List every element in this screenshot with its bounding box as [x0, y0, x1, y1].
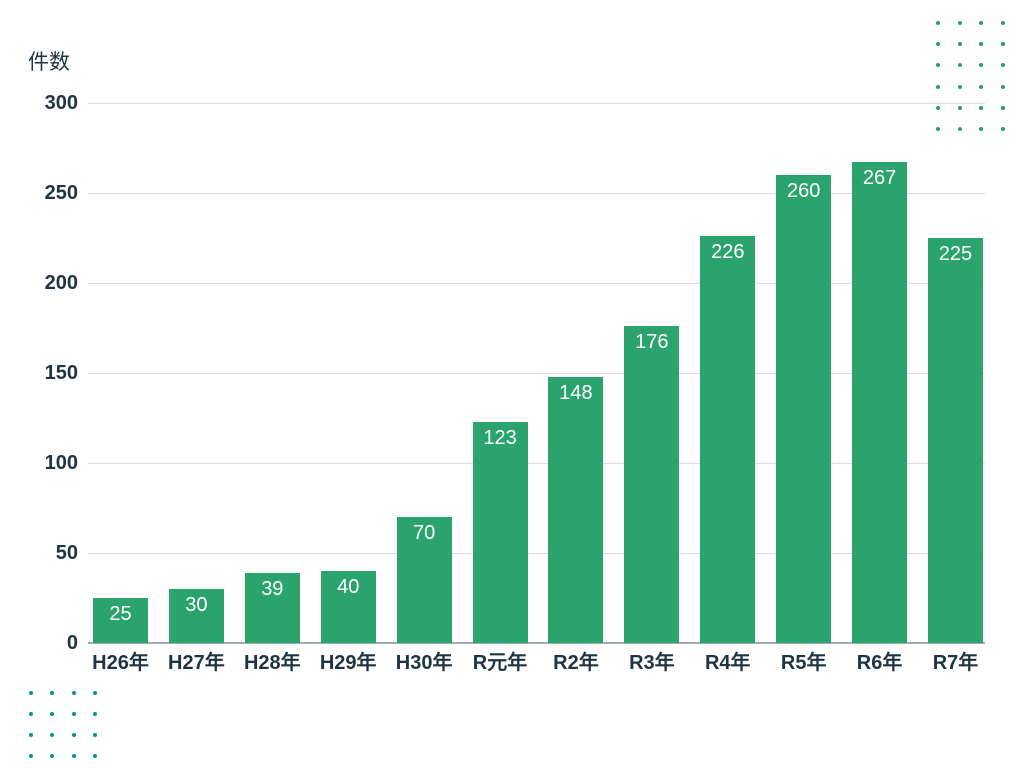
x-tick-label: H28年 [243, 652, 301, 674]
decor-dot [1001, 42, 1006, 47]
gridline [88, 193, 985, 194]
decor-dot [957, 21, 962, 25]
y-tick-label: 200 [44, 272, 78, 294]
bar: 225 [928, 238, 983, 643]
decor-dot [71, 733, 76, 737]
x-tick-label: R3年 [629, 652, 675, 674]
decor-dot [1001, 84, 1006, 89]
decor-dot [957, 127, 962, 131]
decor-dot [92, 691, 97, 695]
gridline [88, 103, 985, 104]
decor-dot [936, 42, 940, 47]
decor-dot [50, 712, 55, 716]
decor-dot [936, 84, 940, 89]
decor-dot [71, 712, 76, 716]
x-axis-baseline [88, 642, 985, 644]
bar-value-label: 225 [938, 243, 973, 265]
bar-value-label: 260 [786, 180, 821, 202]
decor-dot [71, 754, 76, 758]
decor-dot [979, 127, 984, 131]
bar-value-label: 176 [635, 331, 669, 354]
bar-value-label: 25 [109, 603, 132, 625]
y-tick-label: 0 [66, 632, 78, 654]
bar-value-label: 70 [413, 522, 436, 544]
x-tick-label: R5年 [780, 652, 827, 674]
bar: 267 [852, 162, 908, 643]
bar: 25 [93, 598, 148, 643]
decor-dot [936, 127, 940, 131]
bar-value-label: 40 [337, 576, 360, 598]
gridline [88, 283, 985, 284]
decor-dot [936, 105, 940, 110]
bar: 30 [168, 589, 224, 643]
x-tick-label: H29年 [319, 652, 377, 674]
decor-dot [50, 733, 55, 737]
decor-dot [29, 712, 33, 716]
decor-dot [92, 754, 97, 758]
decor-dot [957, 105, 962, 110]
x-tick-label: R4年 [704, 652, 751, 674]
bar: 260 [776, 175, 832, 643]
decor-dot [1001, 105, 1006, 110]
x-tick-label: R7年 [932, 652, 979, 674]
decor-dot [979, 63, 984, 68]
y-tick-label: 250 [44, 182, 78, 204]
decor-dot [1001, 127, 1006, 131]
decor-dot [957, 84, 962, 89]
bar-value-label: 267 [862, 167, 897, 190]
bar: 40 [320, 571, 376, 643]
decor-dot [979, 84, 984, 89]
decor-dot [1001, 63, 1006, 68]
gridline [88, 553, 985, 554]
bar-value-label: 39 [261, 577, 284, 600]
decor-dot [936, 63, 940, 68]
decor-dot [71, 691, 76, 695]
y-tick-label: 50 [55, 542, 78, 564]
decor-dot [92, 712, 97, 716]
y-tick-label: 150 [44, 362, 78, 384]
x-tick-label: R2年 [553, 652, 599, 674]
bar-value-label: 148 [559, 381, 593, 404]
y-tick-label: 300 [44, 92, 78, 114]
y-tick-label: 100 [44, 452, 78, 474]
bar: 39 [244, 572, 300, 643]
decor-dot [979, 21, 984, 25]
decor-dot [29, 754, 33, 758]
y-axis-unit-label: 件数 [28, 51, 70, 74]
x-tick-label: H27年 [168, 652, 225, 674]
decor-dot [29, 691, 33, 695]
x-tick-label: R6年 [856, 652, 903, 674]
decor-dot [50, 691, 55, 695]
decor-dot [979, 42, 984, 47]
decor-dot [936, 21, 940, 25]
x-tick-label: H30年 [395, 652, 453, 674]
bar-value-label: 123 [483, 426, 517, 449]
gridline [88, 373, 985, 374]
bar: 123 [472, 421, 528, 643]
decor-dot [29, 733, 33, 737]
decor-dot [1001, 21, 1006, 25]
decor-dot [957, 42, 962, 47]
decor-dot [92, 733, 97, 737]
decor-dot [957, 63, 962, 68]
x-tick-label: R元年 [472, 652, 528, 674]
bar: 148 [548, 376, 604, 643]
bar: 176 [624, 326, 680, 643]
bar: 70 [396, 517, 452, 643]
decor-dot [50, 754, 55, 758]
gridline [88, 463, 985, 464]
decor-dot [979, 105, 984, 110]
bar: 226 [700, 236, 756, 643]
bar-value-label: 30 [185, 594, 208, 616]
x-tick-label: H26年 [92, 652, 149, 674]
bar-value-label: 226 [711, 241, 745, 264]
